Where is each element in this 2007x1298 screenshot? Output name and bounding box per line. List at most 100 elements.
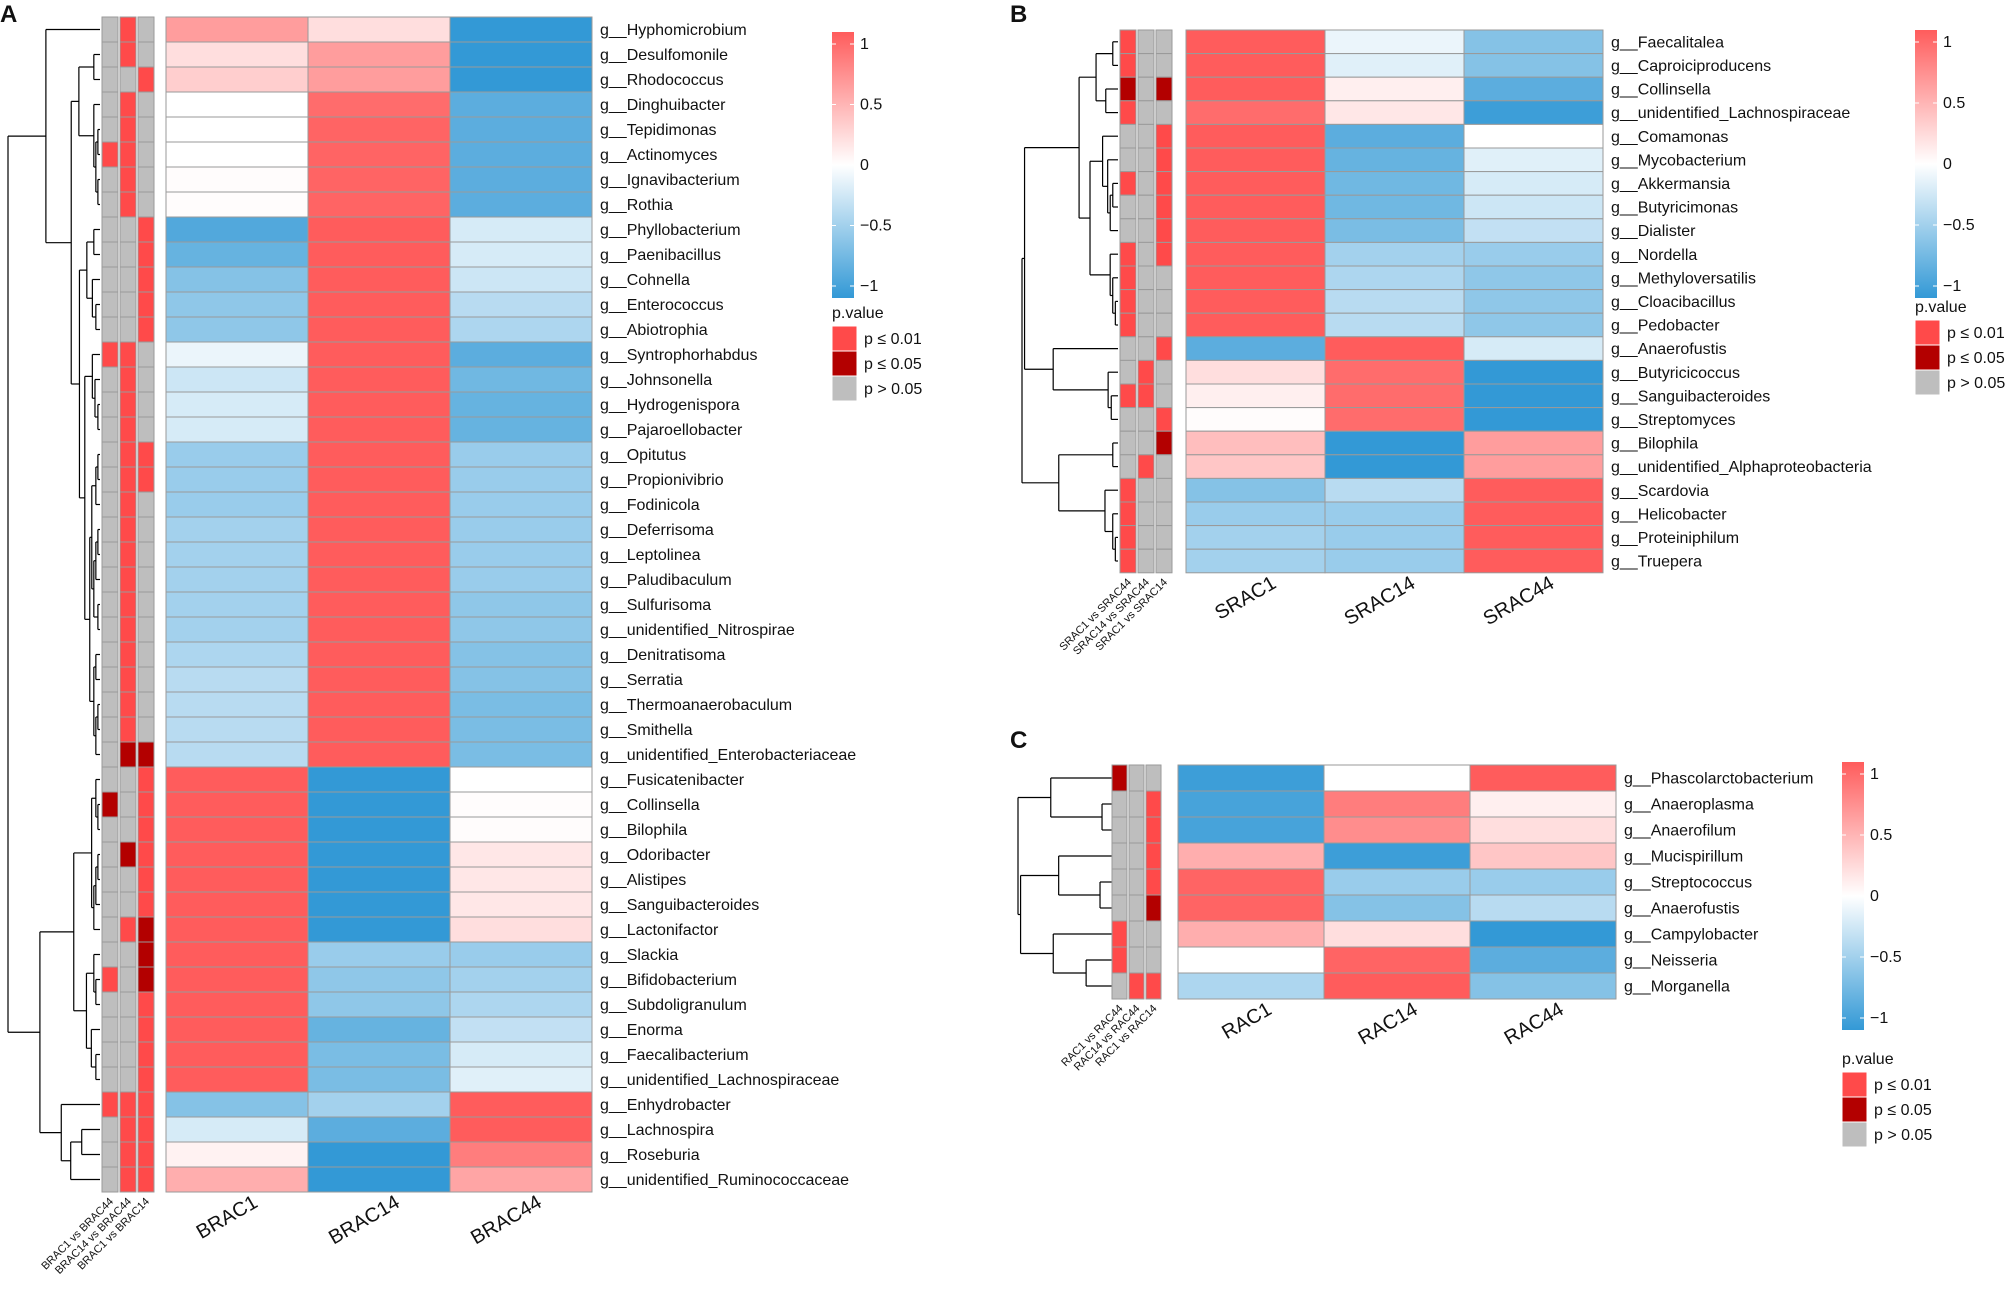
annotation-cell (101, 241, 119, 268)
heatmap-cell (1185, 100, 1326, 125)
heatmap-cell (165, 391, 309, 418)
annotation-cell (1137, 430, 1155, 456)
annotation-cell (101, 141, 119, 168)
row-label: g__Opitutus (600, 447, 686, 464)
heatmap-cell (165, 341, 309, 368)
annotation-cell (1119, 359, 1137, 385)
heatmap-cell (449, 941, 593, 968)
heatmap-cell (449, 841, 593, 868)
heatmap-cell (1469, 920, 1617, 948)
pvalue-legend-label: p > 0.05 (864, 381, 922, 398)
annotation-cell (1137, 454, 1155, 479)
annotation-cell (101, 1091, 119, 1118)
annotation-cell (101, 66, 119, 93)
heatmap-cell (307, 691, 451, 718)
heatmap-cell (1463, 241, 1604, 267)
heatmap-cell (1463, 359, 1604, 385)
annotation-cell (137, 216, 155, 243)
heatmap-cell (449, 1041, 593, 1068)
heatmap-cell (1463, 501, 1604, 527)
annotation-cell (1119, 194, 1137, 220)
heatmap-cell (307, 1141, 451, 1168)
heatmap-cell (307, 391, 451, 418)
heatmap-cell (307, 816, 451, 843)
annotation-cell (1119, 265, 1137, 291)
heatmap-cell (1324, 241, 1465, 267)
heatmap-cell (165, 841, 309, 868)
annotation-cell (119, 316, 137, 343)
heatmap-cell (307, 916, 451, 943)
heatmap-cell (1323, 868, 1471, 896)
heatmap-cell (165, 791, 309, 818)
row-label: g__unidentified_Lachnospiraceae (1611, 105, 1850, 122)
annotation-cell (1128, 972, 1145, 1000)
annotation-cell (1137, 383, 1155, 409)
annotation-cell (1119, 123, 1137, 149)
heatmap-cell (307, 491, 451, 518)
heatmap-cell (1323, 842, 1471, 870)
heatmap-cell (449, 891, 593, 918)
annotation-cell (1137, 218, 1155, 243)
annotation-cell (101, 866, 119, 893)
heatmap-cell (449, 1166, 593, 1193)
annotation-cell (1119, 171, 1137, 196)
row-label: g__Mucispirillum (1624, 849, 1743, 866)
row-label: g__Butyricimonas (1611, 200, 1738, 217)
heatmap-cell (165, 1141, 309, 1168)
annotation-cell (101, 1116, 119, 1143)
annotation-cell (137, 1166, 155, 1193)
heatmap-cell (307, 16, 451, 43)
heatmap-cell (1185, 430, 1326, 456)
annotation-cell (119, 1041, 137, 1068)
row-label: g__Enterococcus (600, 297, 724, 314)
heatmap-cell (307, 591, 451, 618)
annotation-cell (119, 341, 137, 368)
heatmap-cell (165, 616, 309, 643)
annotation-cell (137, 541, 155, 568)
heatmap-cell (449, 1116, 593, 1143)
heatmap-cell (165, 741, 309, 768)
heatmap-cell (1463, 53, 1604, 78)
row-label: g__Helicobacter (1611, 506, 1727, 523)
annotation-cell (137, 491, 155, 518)
annotation-cell (1155, 383, 1173, 409)
pvalue-legend-label: p > 0.05 (1874, 1127, 1932, 1144)
annotation-cell (101, 116, 119, 143)
heatmap-cell (449, 991, 593, 1018)
heatmap-cell (165, 266, 309, 293)
heatmap-cell (1185, 359, 1326, 385)
annotation-cell (1111, 842, 1128, 870)
annotation-cell (137, 141, 155, 168)
heatmap-cell (165, 491, 309, 518)
heatmap-cell (1185, 171, 1326, 196)
row-label: g__Dialister (1611, 223, 1696, 240)
heatmap-cells (1177, 764, 1617, 1000)
heatmap-cell (1463, 454, 1604, 479)
annotation-cell (1119, 501, 1137, 527)
heatmap-cell (449, 241, 593, 268)
heatmap-cell (1185, 289, 1326, 314)
annotation-cell (119, 941, 137, 968)
annotation-cell (119, 741, 137, 768)
row-label: g__Anaerofilum (1624, 823, 1736, 840)
row-label: g__Proteiniphilum (1611, 530, 1739, 547)
heatmap-cell (1323, 920, 1471, 948)
heatmap-cell (449, 66, 593, 93)
annotation-cell (1155, 123, 1173, 149)
row-label: g__Akkermansia (1611, 176, 1730, 193)
heatmap-cell (307, 266, 451, 293)
heatmap-cell (165, 566, 309, 593)
heatmap-cell (1324, 29, 1465, 55)
heatmap-cell (165, 691, 309, 718)
annotation-cell (119, 866, 137, 893)
annotation-cell (1137, 194, 1155, 220)
heatmap-cell (449, 541, 593, 568)
row-label: g__unidentified_Alphaproteobacteria (1611, 459, 1872, 476)
annotation-cell (1137, 76, 1155, 102)
pvalue-legend-label: p > 0.05 (1947, 375, 2005, 392)
annotation-cell (119, 891, 137, 918)
heatmap-cell (449, 1091, 593, 1118)
annotation-cell (137, 841, 155, 868)
heatmap-cell (165, 1116, 309, 1143)
annotation-cell (101, 491, 119, 518)
